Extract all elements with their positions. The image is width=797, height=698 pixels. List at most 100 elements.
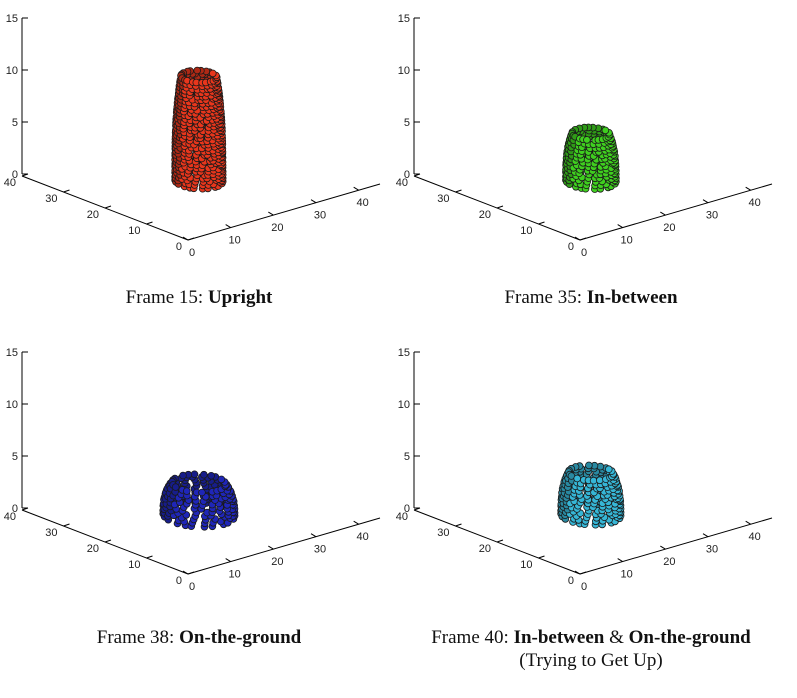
x-tick <box>660 211 666 216</box>
data-point <box>190 470 199 479</box>
data-point <box>198 488 206 497</box>
x-tick <box>182 236 189 241</box>
point-cloud <box>557 461 625 529</box>
data-point <box>573 474 582 483</box>
y-tick-label: 0 <box>176 575 182 587</box>
data-point <box>589 476 598 485</box>
x-tick <box>225 558 231 562</box>
x-tick <box>310 199 317 204</box>
x-tick <box>268 545 274 550</box>
y-tick-label: 20 <box>87 543 99 555</box>
x-tick-label: 40 <box>357 197 369 209</box>
z-tick-label: 0 <box>12 169 18 181</box>
panel-frame-15: 0 5 10 15 0 10 20 30 40 0 10 20 30 40 Frame 15: Uprig… <box>0 0 398 320</box>
data-point <box>217 475 226 484</box>
y-tick <box>187 571 195 575</box>
y-tick-label: 30 <box>437 193 449 205</box>
x-tick <box>745 186 751 191</box>
y-tick-label: 30 <box>45 527 57 539</box>
x-tick <box>702 199 709 204</box>
x-tick <box>353 186 359 191</box>
caption-sub-text: (Trying to Get Up) <box>519 650 663 671</box>
point-cloud <box>562 123 620 193</box>
z-tick-label: 0 <box>404 169 410 181</box>
x-axis <box>579 183 773 241</box>
data-point <box>171 483 180 491</box>
z-tick-label: 10 <box>398 399 410 411</box>
x-tick-label: 0 <box>189 247 195 259</box>
y-tick-label: 40 <box>4 511 16 523</box>
caption-label: On-the-ground <box>179 627 302 648</box>
x-tick <box>617 224 623 228</box>
z-tick-label: 5 <box>404 451 410 463</box>
x-tick <box>225 224 231 228</box>
data-point <box>207 472 216 480</box>
x-tick-label: 30 <box>706 544 718 556</box>
data-point <box>193 66 202 75</box>
y-tick <box>21 173 29 177</box>
z-tick-label: 5 <box>12 451 18 463</box>
y-tick-label: 20 <box>479 543 491 555</box>
caption-label: In-between <box>586 287 678 308</box>
y-tick-label: 20 <box>479 209 491 221</box>
caption: Frame 40: In-between & On-the-ground <box>392 627 790 649</box>
panel-frame-40: 0 5 10 15 0 10 20 30 40 0 10 20 30 40 Frame 40: In-be… <box>392 334 790 698</box>
y-tick <box>413 173 421 177</box>
x-tick-label: 20 <box>271 556 283 568</box>
y-tick-label: 10 <box>128 225 140 237</box>
caption-amp: & <box>609 627 624 648</box>
x-tick-label: 30 <box>314 544 326 556</box>
y-tick-label: 40 <box>396 511 408 523</box>
caption: Frame 38: On-the-ground <box>0 627 398 649</box>
y-tick <box>496 539 504 543</box>
x-tick-label: 10 <box>229 235 241 247</box>
x-tick-label: 30 <box>314 210 326 222</box>
panel-frame-38: 0 5 10 15 0 10 20 30 40 0 10 20 30 40 Frame 38: On-th… <box>0 334 398 654</box>
x-axis <box>187 517 381 575</box>
x-tick <box>660 545 666 550</box>
x-tick-label: 0 <box>581 247 587 259</box>
point-cloud <box>159 470 239 531</box>
x-tick <box>617 558 623 562</box>
caption: Frame 15: Upright <box>0 287 398 309</box>
data-point <box>209 69 217 78</box>
y-tick <box>538 221 545 225</box>
y-tick <box>496 205 504 209</box>
x-tick-label: 30 <box>706 210 718 222</box>
y-tick <box>579 237 587 241</box>
z-tick-label: 0 <box>404 503 410 515</box>
x-tick-label: 40 <box>357 531 369 543</box>
x-tick-label: 10 <box>621 235 633 247</box>
z-tick-label: 15 <box>6 13 18 25</box>
y-tick <box>146 221 153 225</box>
caption-frame: Frame 40: <box>431 627 509 648</box>
caption-frame: Frame 15: <box>125 287 204 308</box>
x-tick-label: 20 <box>271 222 283 234</box>
caption: Frame 35: In-between <box>392 287 790 309</box>
data-point <box>200 470 208 479</box>
y-tick <box>21 507 29 511</box>
y-tick <box>104 205 112 209</box>
data-point <box>601 126 610 135</box>
x-tick <box>574 236 581 241</box>
z-tick-label: 10 <box>6 399 18 411</box>
y-tick <box>455 523 462 527</box>
x-tick <box>574 570 581 575</box>
x-tick-label: 40 <box>749 197 761 209</box>
x-tick-label: 20 <box>663 222 675 234</box>
caption-label: Upright <box>207 287 273 308</box>
data-point <box>183 487 191 495</box>
y-tick-label: 30 <box>437 527 449 539</box>
y-tick <box>146 555 153 559</box>
caption-frame: Frame 38: <box>96 627 175 648</box>
y-tick-label: 40 <box>4 177 16 189</box>
y-tick-label: 10 <box>520 559 532 571</box>
y-tick <box>187 237 195 241</box>
y-tick-label: 20 <box>87 209 99 221</box>
x-tick-label: 40 <box>749 531 761 543</box>
z-tick-label: 0 <box>12 503 18 515</box>
y-tick-label: 10 <box>520 225 532 237</box>
panel-frame-35: 0 5 10 15 0 10 20 30 40 0 10 20 30 40 Frame 35: In-be… <box>392 0 790 320</box>
y-tick-label: 0 <box>568 575 574 587</box>
